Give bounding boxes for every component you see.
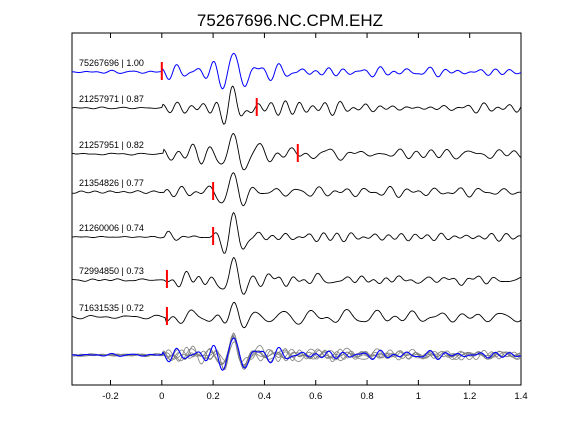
trace-label-21354826: 21354826 | 0.77 [79, 178, 144, 188]
x-axis-ticks-layer: -0.2 0 0.2 0.4 0.6 0.8 1 1.2 1.4 [102, 33, 528, 402]
trace-labels-layer: 75267696 | 1.00 21257971 | 0.87 21257951 |… [79, 58, 144, 313]
trace-line-21257951 [71, 132, 522, 171]
plot-frame [71, 32, 522, 386]
trace-line-71631535 [71, 301, 522, 329]
stack-trace-71631535 [71, 341, 522, 366]
trace-label-21257951: 21257951 | 0.82 [79, 140, 144, 150]
x-tick-label-0: -0.2 [102, 391, 118, 402]
traces-layer [71, 52, 522, 329]
x-tick-label-1: 0 [159, 391, 164, 402]
trace-label-72994850: 72994850 | 0.73 [79, 266, 144, 276]
trace-line-21257971 [71, 85, 522, 125]
trace-label-71631535: 71631535 | 0.72 [79, 303, 144, 313]
stack-layer [71, 332, 522, 371]
chart-title: 75267696.NC.CPM.EHZ [197, 11, 383, 30]
trace-line-21354826 [71, 172, 522, 207]
trace-label-75267696: 75267696 | 1.00 [79, 58, 144, 68]
x-tick-label-5: 0.8 [360, 391, 373, 402]
x-tick-label-2: 0.2 [207, 391, 220, 402]
trace-line-72994850 [71, 257, 522, 295]
x-tick-label-6: 1 [416, 391, 421, 402]
trace-label-21260006: 21260006 | 0.74 [79, 223, 144, 233]
trace-line-75267696 [72, 52, 522, 90]
x-tick-label-3: 0.4 [258, 391, 271, 402]
pick-markers-layer [160, 62, 299, 325]
x-tick-label-7: 1.2 [463, 391, 476, 402]
x-tick-label-4: 0.6 [309, 391, 322, 402]
x-tick-label-8: 1.4 [514, 391, 527, 402]
trace-line-21260006 [71, 211, 522, 254]
stack-trace-reference [72, 337, 522, 371]
trace-label-21257971: 21257971 | 0.87 [79, 94, 144, 104]
